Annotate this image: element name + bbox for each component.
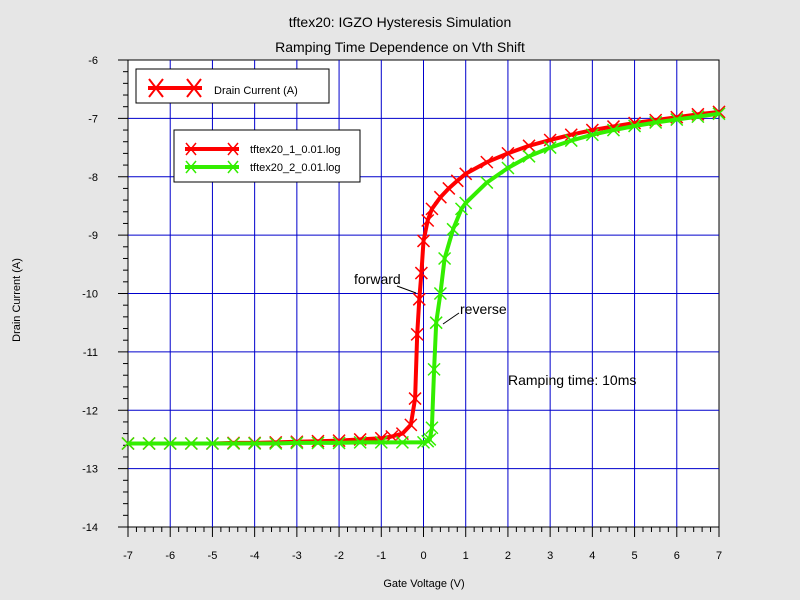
series-2-point [433, 286, 447, 301]
series-2-point [480, 176, 494, 190]
series-2-point [311, 436, 325, 450]
x-tick-label: -7 [123, 550, 133, 562]
series-2-point [427, 362, 441, 376]
series-2-point [374, 435, 388, 449]
grid [128, 60, 719, 527]
series-1-point [522, 139, 536, 153]
series-2-point [543, 141, 557, 155]
legend-series-2-label: tftex20_2_0.01.log [250, 162, 341, 174]
annotation-ramping-time: Ramping time: 10ms [508, 372, 636, 388]
x-tick-label: -4 [250, 550, 260, 562]
series-2-point [142, 436, 156, 451]
series-2-point [332, 436, 346, 450]
x-tick-label: -1 [376, 550, 386, 562]
series-1-point [404, 418, 418, 432]
series-1-point [480, 155, 494, 169]
series-2-point [606, 123, 620, 137]
x-tick-label: -5 [208, 550, 218, 562]
series-2-point [121, 436, 135, 451]
x-tick-label: 6 [674, 550, 680, 562]
series-2-point [425, 421, 439, 435]
series-2-point [459, 196, 473, 210]
y-tick-label: -9 [88, 230, 98, 242]
annotation-reverse-pointer [442, 312, 460, 325]
series-2-point [501, 161, 515, 175]
legend-series: tftex20_1_0.01.log tftex20_2_0.01.log [173, 129, 361, 183]
x-tick-label: 4 [589, 550, 595, 562]
legend-main: Drain Current (A) [135, 68, 330, 104]
x-tick-label: -6 [165, 550, 175, 562]
legend-main-label: Drain Current (A) [214, 85, 298, 97]
chart-subtitle: Ramping Time Dependence on Vth Shift [275, 39, 525, 55]
series-2-point [184, 436, 198, 451]
series-1-point [459, 167, 473, 181]
series-2-point [712, 107, 726, 121]
x-tick-label: 0 [420, 550, 426, 562]
series-2-point [454, 202, 469, 216]
y-tick-label: -6 [88, 55, 98, 67]
series-2-point [248, 436, 262, 451]
y-tick-label: -12 [82, 405, 98, 417]
series-2-point [438, 251, 452, 266]
series-2-point [691, 110, 705, 124]
legend-series-1-label: tftex20_1_0.01.log [250, 144, 341, 156]
series-2-point [353, 435, 367, 449]
series-layer [121, 105, 726, 451]
x-tick-label: 2 [505, 550, 511, 562]
y-axis-label: Drain Current (A) [11, 258, 23, 342]
series-2-point [163, 436, 177, 451]
x-ticks: -7 -6 -5 -4 -3 -2 -1 0 1 2 3 4 5 6 7 [123, 527, 722, 562]
series-1-point [414, 266, 428, 280]
x-tick-label: 5 [632, 550, 638, 562]
series-1-point [412, 292, 426, 306]
series-1-point [408, 392, 422, 406]
series-2-point [522, 149, 536, 163]
series-2-point [290, 436, 304, 450]
annotation-forward: forward [354, 271, 401, 287]
series-2-point [585, 128, 599, 142]
y-tick-label: -10 [82, 289, 98, 301]
x-axis-label: Gate Voltage (V) [383, 578, 464, 590]
x-tick-label: 7 [716, 550, 722, 562]
series-2-point [423, 432, 437, 446]
y-tick-label: -7 [88, 113, 98, 125]
annotation-reverse: reverse [460, 301, 507, 317]
chart-title: tftex20: IGZO Hysteresis Simulation [289, 14, 512, 30]
series-1-point [501, 146, 515, 160]
y-tick-label: -14 [82, 522, 98, 534]
series-2-point [395, 435, 409, 449]
series-2-point [670, 113, 684, 127]
series-2-point [205, 436, 219, 451]
x-tick-label: -2 [334, 550, 344, 562]
series-2-point [628, 119, 642, 133]
series-2-point [269, 436, 283, 451]
x-tick-label: 1 [463, 550, 469, 562]
y-tick-label: -11 [83, 347, 98, 359]
series-2-point [649, 115, 663, 129]
series-2-point [227, 436, 241, 451]
y-tick-label: -13 [82, 464, 98, 476]
series-1-point [425, 202, 439, 216]
series-2 [121, 107, 726, 451]
series-2-point [416, 435, 431, 449]
x-tick-label: -3 [292, 550, 302, 562]
annotation-forward-pointer [396, 285, 417, 294]
y-tick-label: -8 [88, 172, 98, 184]
x-tick-label: 3 [547, 550, 553, 562]
series-2-point [564, 134, 578, 148]
series-1-point [416, 234, 431, 248]
series-1-point [421, 214, 435, 228]
series-2-point [446, 222, 460, 236]
series-2-point [429, 316, 443, 330]
y-ticks: -6 -7 -8 -9 -10 -11 -12 -13 -14 [82, 55, 128, 534]
series-1-point [450, 174, 464, 188]
series-1-point [410, 327, 424, 341]
